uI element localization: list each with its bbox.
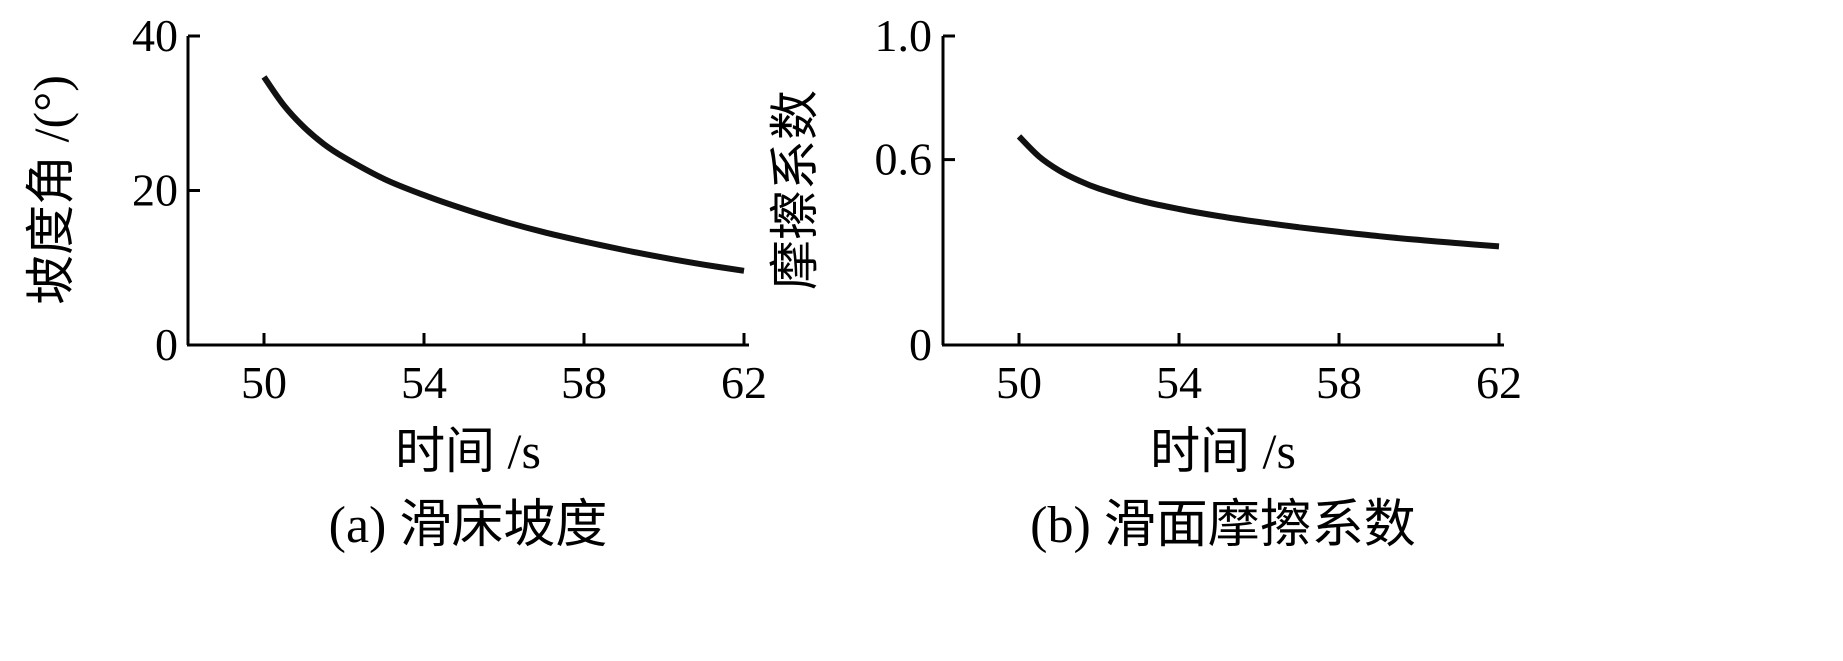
x-tick-label-a: 62 [721,357,767,408]
x-tick-label-b: 62 [1476,357,1522,408]
series-line-a [261,75,745,274]
y-tick-label-a: 0 [155,319,178,370]
x-tick-label-b: 54 [1156,357,1202,408]
series-line-b [1016,134,1500,250]
x-axis-label-b: 时间 /s [1150,423,1296,479]
y-tick-label-a: 40 [132,10,178,61]
y-tick-label-b: 1.0 [875,10,933,61]
x-axis-label-a: 时间 /s [395,423,541,479]
y-tick-label-b: 0 [909,319,932,370]
caption-b: (b) 滑面摩擦系数 [1030,497,1416,554]
y-axis-label-a: 坡度角 /(°) [23,75,79,305]
x-tick-label-a: 50 [241,357,287,408]
x-tick-label-b: 50 [996,357,1042,408]
y-tick-label-a: 20 [132,165,178,216]
y-tick-label-b: 0.6 [875,134,933,185]
x-tick-label-b: 58 [1316,357,1362,408]
y-axis-label-b: 摩擦系数 [767,90,823,290]
x-tick-label-a: 54 [401,357,447,408]
caption-a: (a) 滑床坡度 [329,497,608,554]
x-tick-label-a: 58 [561,357,607,408]
